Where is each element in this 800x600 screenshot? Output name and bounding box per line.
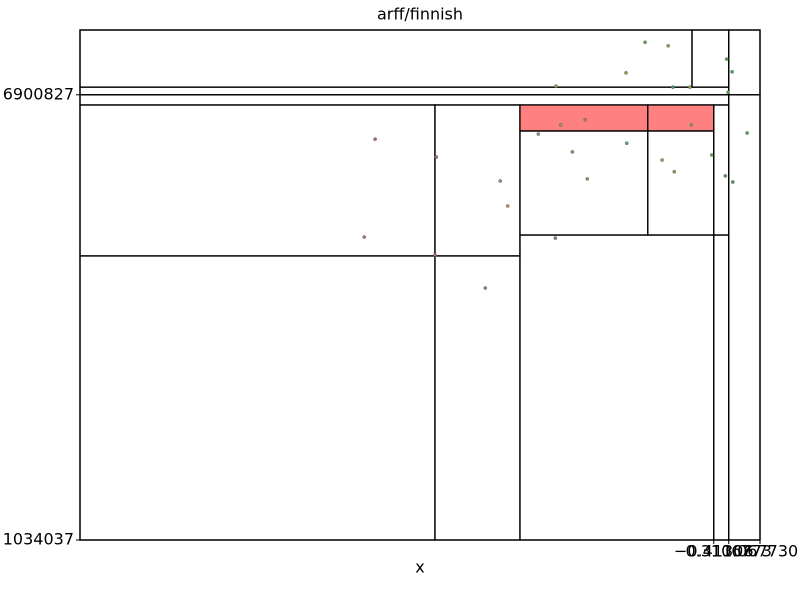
partition-cell (79, 104, 436, 257)
partition-cell (713, 104, 730, 236)
x-tick-label: −0.41306 (674, 542, 754, 561)
data-point (585, 177, 590, 181)
data-point (373, 137, 377, 141)
partition-cell (728, 29, 761, 96)
partition-cell (728, 94, 761, 541)
data-point (624, 141, 629, 146)
partition-cell (434, 104, 521, 257)
data-point (362, 235, 367, 239)
partition-cell (79, 255, 436, 541)
x-tick-label: 1.067730 (722, 542, 798, 561)
partition-cell (647, 130, 715, 236)
data-point (553, 236, 558, 240)
y-tick-label: 1034037 (3, 530, 74, 549)
data-point (433, 253, 437, 257)
data-point (643, 40, 647, 45)
partition-cell (79, 94, 730, 106)
partition-cell (519, 234, 715, 541)
data-point (726, 90, 730, 95)
partition-cell (647, 104, 715, 132)
chart-title: arff/finnish (377, 5, 463, 24)
data-point (660, 158, 664, 162)
data-point (570, 150, 575, 154)
plot-frame (79, 29, 761, 541)
data-point (434, 155, 439, 159)
partition-cell (691, 29, 730, 88)
data-point (505, 204, 510, 208)
data-point (745, 131, 749, 135)
partition-cell (79, 86, 730, 96)
data-point (709, 153, 714, 157)
data-point (671, 85, 675, 89)
partition-cell (713, 234, 730, 541)
data-point (536, 132, 541, 136)
data-point (554, 84, 558, 88)
data-point (731, 180, 735, 184)
partition-cell (79, 29, 693, 88)
data-point (498, 179, 503, 183)
data-point (672, 169, 677, 174)
data-point (558, 123, 563, 127)
data-point (723, 174, 728, 178)
partition-cell (519, 130, 649, 236)
y-tick-label: 6900827 (3, 84, 74, 103)
data-point (724, 57, 729, 61)
x-tick-label: 0.3106773 (685, 542, 772, 561)
data-point (483, 286, 488, 290)
data-point (688, 85, 692, 89)
partition-cell (434, 255, 521, 541)
data-point (730, 70, 734, 74)
data-point (666, 44, 671, 48)
x-axis-label: x (415, 558, 424, 577)
partition-cell (519, 104, 649, 132)
data-point (624, 71, 628, 75)
data-point (583, 117, 588, 122)
data-point (689, 123, 694, 127)
